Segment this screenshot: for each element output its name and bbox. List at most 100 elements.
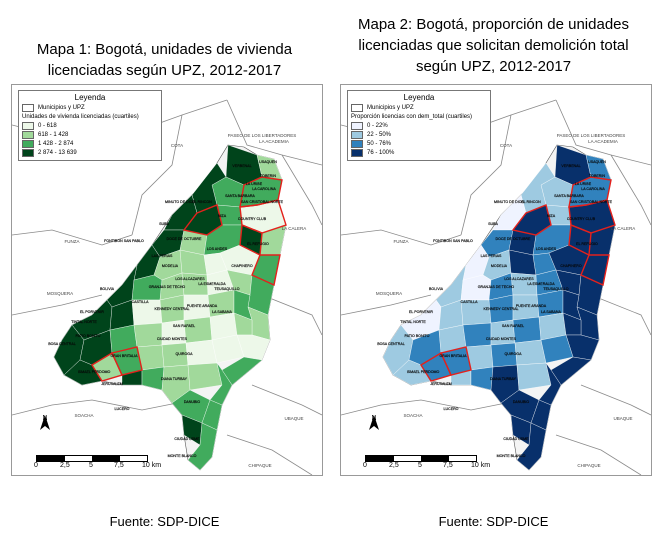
upz-label: JERUSALEM [101, 382, 123, 386]
map2-frame[interactable]: COTA FUNZA MOSQUERA SOACHA UBAQUE CHIPAQUE LA … [340, 84, 652, 476]
map2-panel: Mapa 2: Bogotá, proporción de unidades l… [329, 0, 658, 542]
map2-title-line3: según UPZ, 2012-2017 [415, 58, 572, 75]
municipal-boundary [12, 229, 133, 246]
upz-label: PUENTE ARANDA [516, 304, 547, 308]
legend-label: 0 - 618 [38, 123, 57, 129]
upz-label: CHAPINERO [231, 264, 253, 268]
upz-label: SAN CRISTOBAL NORTE [570, 200, 613, 204]
legend-row-class: 2 874 - 13 639 [22, 149, 158, 157]
upz-label: LA ESMERALDA [198, 282, 226, 286]
upz-label: GRAN BRITALIA [439, 354, 467, 358]
legend-swatch [351, 122, 363, 130]
scale-tick: 7,5 [443, 462, 453, 469]
upz-label: DANUBIO [513, 400, 530, 404]
north-arrow-icon: N [38, 415, 52, 439]
map2-legend: Leyenda Municipios y UPZ Proporción lice… [347, 90, 491, 161]
municipality-label: COTA [171, 143, 183, 148]
upz-area [516, 362, 552, 391]
map1-svg[interactable]: COTA FUNZA MOSQUERA SOACHA UBAQUE CHIPAQUE LA … [12, 85, 322, 475]
upz-label: USAQUEN [588, 160, 606, 164]
upz-area [512, 316, 542, 344]
legend-swatch [22, 104, 34, 112]
upz-label: KENNEDY CENTRAL [483, 307, 518, 311]
legend-label: 76 - 100% [367, 150, 395, 156]
municipality-label: UBAQUE [284, 416, 303, 421]
upz-label: SUBA [488, 222, 498, 226]
upz-label: LAS FERIAS [481, 254, 502, 258]
upz-label: MODELIA [162, 264, 179, 268]
map2-svg[interactable]: COTA FUNZA MOSQUERA SOACHA UBAQUE CHIPAQUE LA … [341, 85, 651, 475]
highlight-border [580, 254, 610, 287]
municipal-boundary [590, 294, 651, 336]
municipal-boundary [131, 114, 183, 236]
upz-label: TINTAL NORTE [71, 320, 97, 324]
upz-area [550, 356, 592, 386]
upz-area [516, 422, 547, 471]
legend-row-class: 22 - 50% [351, 131, 487, 139]
legend-label: Municipios y UPZ [38, 105, 85, 111]
upz-label: CASTILLA [132, 300, 150, 304]
municipality-label: MOSQUERA [376, 291, 402, 296]
upz-label: PATIO BONITO [405, 334, 430, 338]
upz-label: LOS ANDES [536, 247, 557, 251]
legend-swatch [22, 140, 34, 148]
upz-label: CASTILLA [461, 300, 479, 304]
upz-area [221, 356, 263, 386]
map1-legend: Leyenda Municipios y UPZ Unidades de viv… [18, 90, 162, 161]
upz-label: LAS FERIAS [152, 254, 173, 258]
upz-area [183, 316, 213, 344]
upz-label: TOBERIN [589, 174, 605, 178]
legend-row-class: 0 - 618 [22, 122, 158, 130]
upz-label: CIUDAD USME [503, 437, 529, 441]
upz-label: PUENTE ARANDA [187, 304, 218, 308]
municipal-boundary [281, 154, 322, 226]
upz-label: BOLIVIA [100, 287, 115, 291]
map1-title-line1: Mapa 1: Bogotá, unidades de vivienda [36, 41, 293, 58]
north-arrow-icon: N [367, 415, 381, 439]
upz-label: LA URIBE [575, 182, 592, 186]
upz-label: LA URIBE [246, 182, 263, 186]
legend-label: 1 428 - 2 874 [38, 141, 74, 147]
scale-tick: 5 [89, 462, 93, 469]
upz-label: LUCERO [444, 407, 459, 411]
upz-label: GRAN BRITALIA [110, 354, 138, 358]
legend-swatch [351, 104, 363, 112]
upz-label: LUCERO [115, 407, 130, 411]
municipality-label: LA ACADEMIA [588, 139, 618, 144]
legend-swatch [22, 122, 34, 130]
municipal-boundary [251, 384, 322, 416]
map1-frame[interactable]: COTA FUNZA MOSQUERA SOACHA UBAQUE CHIPAQUE LA … [11, 84, 323, 476]
map1-title-line2: licenciadas según UPZ, 2012-2017 [47, 62, 282, 79]
legend-label: 50 - 76% [367, 141, 392, 147]
municipal-boundary [12, 294, 103, 316]
legend-row-municipios: Municipios y UPZ [22, 104, 158, 112]
municipality-label: FUNZA [394, 239, 409, 244]
upz-label: BOSA CENTRAL [48, 342, 76, 346]
municipality-label: CHIPAQUE [577, 463, 600, 468]
upz-label: FONTIBON SAN PABLO [433, 239, 473, 243]
upz-label: LA SABANA [212, 310, 232, 314]
upz-label: MONTE BLANCO [497, 454, 526, 458]
upz-label: COUNTRY CLUB [567, 217, 596, 221]
upz-label: COUNTRY CLUB [238, 217, 267, 221]
legend-label: 618 - 1 428 [38, 132, 69, 138]
legend-swatch [22, 149, 34, 157]
scale-tick: 2,5 [60, 462, 70, 469]
upz-label: EL RINCON [521, 200, 541, 204]
map2-source: Fuente: SDP-DICE [438, 514, 549, 529]
municipality-label: UBAQUE [613, 416, 632, 421]
upz-label: SAN CRISTOBAL NORTE [241, 200, 284, 204]
upz-label: SUBA [159, 222, 169, 226]
upz-label: MINUTO DE DIOS [165, 200, 195, 204]
upz-label: USAQUEN [259, 160, 277, 164]
highlight-border [420, 351, 452, 382]
map1-title: Mapa 1: Bogotá, unidades de vivienda lic… [0, 39, 329, 81]
municipality-label: SOACHA [74, 413, 93, 418]
legend-swatch [351, 149, 363, 157]
legend-row-class: 0 - 22% [351, 122, 487, 130]
legend-label: 0 - 22% [367, 123, 388, 129]
scale-tick: 7,5 [114, 462, 124, 469]
upz-label: MONTE BLANCO [168, 454, 197, 458]
municipal-boundary [226, 99, 322, 166]
upz-label: FONTIBON SAN PABLO [104, 239, 144, 243]
